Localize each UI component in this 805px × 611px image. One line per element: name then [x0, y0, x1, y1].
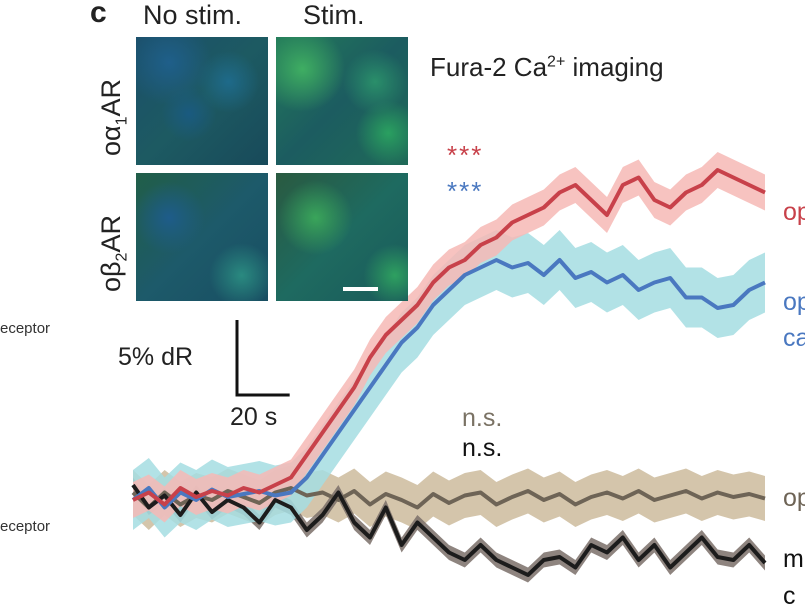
- row-label-alpha1: oα1AR: [96, 78, 131, 156]
- legend-black-1: m: [783, 545, 804, 573]
- legend-blue-1: op: [783, 288, 805, 316]
- column-header-stim: Stim.: [303, 0, 365, 30]
- scale-bar-y-label: 5% dR: [118, 343, 194, 371]
- column-header-no-stim: No stim.: [143, 0, 243, 30]
- chart-title: Fura-2 Ca2+ imaging: [430, 52, 664, 82]
- scale-bar-x-label: 20 s: [230, 403, 278, 431]
- left-label-2: eceptor: [0, 518, 51, 535]
- legend-black-2: c: [783, 582, 796, 610]
- panel-label: c: [90, 0, 107, 29]
- significance-blue: ***: [447, 176, 484, 206]
- image-scale-bar: [343, 287, 378, 291]
- micrograph-beta2-stim: [276, 173, 408, 301]
- sem-band-0: [133, 152, 765, 523]
- series-line-0: [132, 168, 766, 507]
- legend-red: op: [783, 198, 805, 226]
- significance-tan: n.s.: [462, 404, 503, 432]
- micrograph-alpha1-stim: [276, 37, 408, 165]
- sem-band-1: [133, 230, 765, 538]
- legend-tan: op: [783, 484, 805, 512]
- series-line-1: [131, 258, 766, 510]
- micrograph-beta2-no-stim: [136, 173, 268, 301]
- significance-black: n.s.: [462, 434, 503, 462]
- legend-blue-2: ca: [783, 324, 805, 352]
- row-label-beta2: oβ2AR: [96, 215, 131, 292]
- left-label-1: eceptor: [0, 320, 51, 337]
- micrograph-alpha1-no-stim: [136, 37, 268, 165]
- significance-red: ***: [447, 140, 484, 170]
- series-line-3: [131, 483, 767, 577]
